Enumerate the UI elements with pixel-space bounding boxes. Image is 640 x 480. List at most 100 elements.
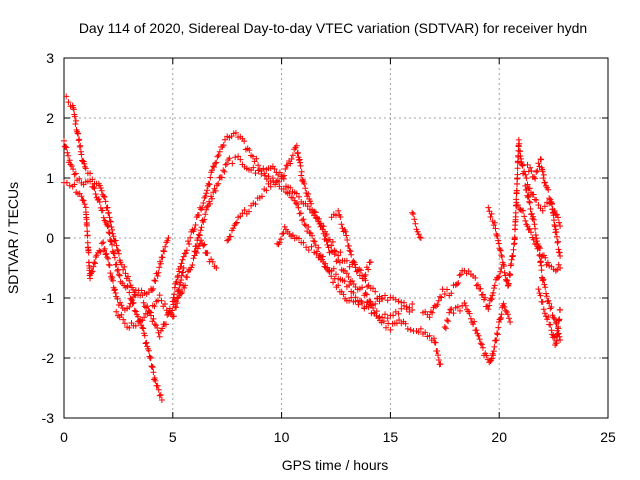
data-point (197, 227, 204, 234)
data-point (487, 214, 494, 220)
data-point (150, 369, 157, 376)
data-point (382, 311, 388, 318)
data-point (162, 243, 169, 250)
series-track-c (61, 179, 187, 340)
data-point (63, 144, 70, 151)
data-point (105, 209, 112, 216)
data-point (139, 324, 146, 331)
data-point (92, 260, 98, 267)
data-point (212, 187, 219, 194)
data-point (230, 225, 237, 232)
data-point (271, 166, 278, 172)
series-track-i (328, 207, 374, 280)
data-point (204, 250, 211, 256)
data-point (147, 354, 154, 361)
data-point (297, 162, 304, 169)
data-point (497, 316, 504, 323)
data-point (159, 325, 166, 332)
data-point (497, 268, 504, 275)
data-point (498, 311, 505, 318)
data-point (131, 291, 138, 298)
data-point (151, 277, 158, 284)
data-point (427, 308, 434, 315)
data-point (495, 237, 502, 244)
data-point (536, 245, 543, 252)
data-point (155, 386, 162, 393)
data-point (514, 202, 521, 209)
data-point (526, 185, 533, 192)
data-point (107, 218, 114, 225)
data-point (526, 198, 533, 205)
data-point (166, 305, 173, 312)
data-point (87, 275, 94, 282)
data-point (473, 327, 480, 334)
data-point (121, 320, 128, 327)
data-point (447, 306, 454, 313)
data-point (151, 376, 158, 383)
data-point (150, 315, 157, 322)
data-point (505, 280, 512, 287)
data-point (541, 310, 548, 317)
data-point (222, 161, 229, 168)
data-point (202, 193, 209, 200)
data-point (342, 228, 349, 235)
data-point (89, 268, 96, 275)
data-point (401, 302, 407, 309)
data-point (141, 332, 148, 339)
data-point (297, 210, 304, 217)
data-point (462, 302, 469, 309)
data-point (140, 325, 147, 332)
data-point (387, 326, 394, 333)
data-point (329, 238, 336, 245)
data-point (185, 238, 191, 245)
data-point (514, 171, 521, 178)
data-point (341, 278, 348, 285)
data-point (409, 301, 416, 307)
data-point (192, 222, 199, 228)
data-point (293, 190, 300, 197)
data-point (227, 233, 234, 240)
data-point (402, 320, 409, 327)
data-point (66, 157, 73, 164)
data-point (362, 277, 369, 284)
y-tick-label: 0 (46, 230, 54, 246)
data-point (548, 327, 555, 334)
data-point (432, 339, 439, 346)
data-point (551, 223, 558, 230)
data-point (91, 259, 98, 266)
data-point (64, 149, 71, 156)
data-point (542, 284, 549, 291)
data-point (539, 207, 546, 214)
data-point (279, 230, 286, 237)
data-point (365, 266, 372, 273)
data-point (516, 140, 523, 147)
y-tick-label: 3 (46, 50, 54, 66)
data-point (122, 270, 129, 277)
data-point (494, 331, 501, 338)
data-point (545, 186, 552, 193)
data-point (333, 271, 339, 278)
data-point (488, 210, 495, 217)
data-point (379, 314, 386, 321)
data-point (526, 199, 533, 206)
data-point (347, 248, 354, 255)
data-point (344, 237, 351, 243)
data-point (280, 230, 287, 237)
data-point (536, 251, 543, 258)
data-point (100, 239, 107, 246)
data-point (524, 194, 531, 201)
data-point (539, 277, 546, 284)
data-point (210, 163, 217, 170)
data-point (98, 240, 105, 247)
data-point (124, 283, 131, 290)
data-point (126, 277, 133, 284)
data-point (87, 170, 94, 177)
x-tick-label: 10 (274, 429, 290, 445)
data-point (113, 308, 120, 315)
data-point (114, 246, 121, 253)
data-point (222, 136, 228, 143)
data-point (71, 181, 78, 188)
y-tick-label: -1 (42, 290, 55, 306)
data-point (501, 269, 508, 276)
data-point (155, 269, 162, 276)
